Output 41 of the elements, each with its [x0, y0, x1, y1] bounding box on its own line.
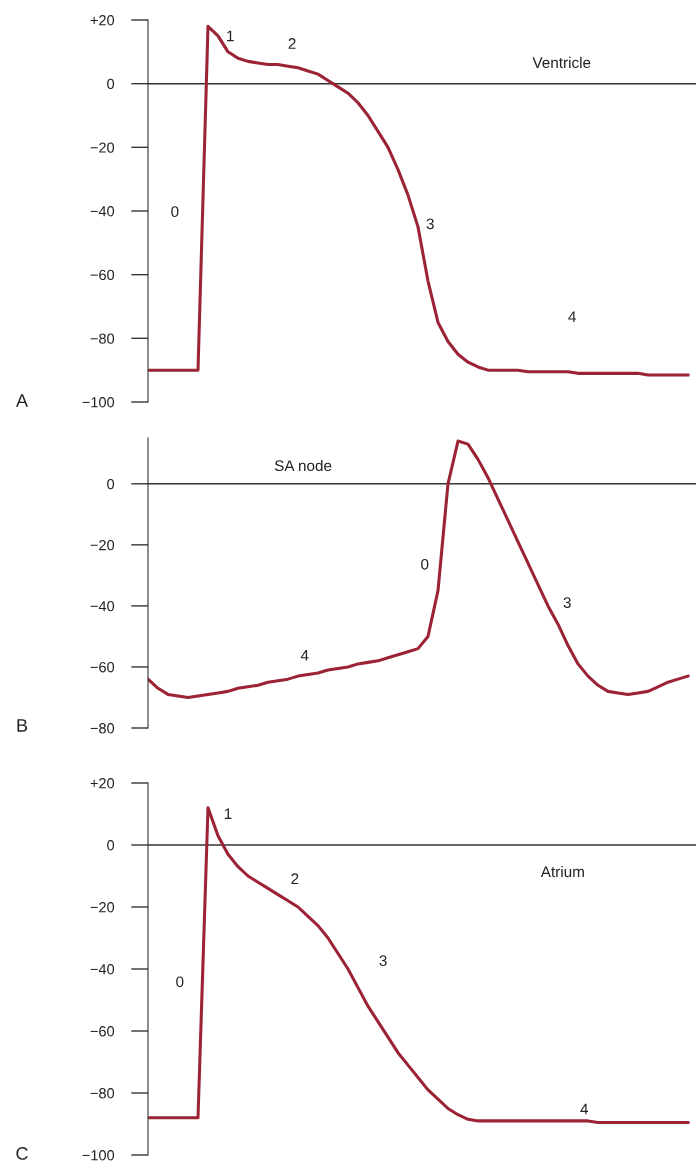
y-tick-label: −60: [90, 662, 115, 673]
y-tick-label: −80: [90, 333, 115, 344]
text: C: [16, 1147, 28, 1160]
annotation: 0: [176, 976, 184, 988]
annotation: 2: [291, 873, 299, 885]
annotation: 3: [379, 955, 387, 967]
line-series: [148, 806, 690, 1124]
annotation: 0: [421, 558, 429, 570]
y-tick-label: −80: [90, 1088, 115, 1099]
y-tick-label: −60: [90, 269, 115, 281]
annotation: 4: [300, 650, 309, 661]
y-tick-label: −20: [90, 902, 115, 913]
y-tick-label: −40: [90, 964, 115, 975]
annotation: 3: [563, 597, 571, 608]
y-tick-label: +20: [90, 15, 115, 26]
annotation: 0: [171, 206, 179, 218]
line-series: [148, 24, 690, 377]
text: A: [16, 394, 28, 407]
y-tick-label: 0: [107, 78, 115, 90]
text: Ventricle: [532, 56, 591, 69]
y-tick-label: 0: [107, 840, 115, 851]
y-tick-label: −60: [90, 1026, 115, 1037]
annotation: 4: [568, 311, 576, 322]
y-tick-label: −20: [90, 142, 115, 153]
annotation: 1: [227, 30, 234, 42]
y-tick-label: −100: [82, 397, 115, 408]
y-tick-label: −40: [90, 601, 115, 612]
annotation: 3: [426, 218, 434, 230]
annotation: 1: [224, 808, 232, 819]
y-tick-label: 0: [107, 478, 115, 490]
y-tick-label: −100: [82, 1150, 115, 1161]
text: Atrium: [540, 865, 584, 878]
line-series: [148, 439, 690, 699]
text: SA node: [274, 459, 332, 472]
y-tick-label: −80: [90, 723, 115, 734]
text: B: [17, 719, 28, 732]
y-tick-label: −40: [90, 206, 115, 217]
y-tick-label: −20: [90, 539, 115, 551]
y-tick-label: +20: [90, 778, 115, 789]
annotation: 4: [580, 1103, 589, 1115]
annotation: 2: [288, 38, 296, 49]
